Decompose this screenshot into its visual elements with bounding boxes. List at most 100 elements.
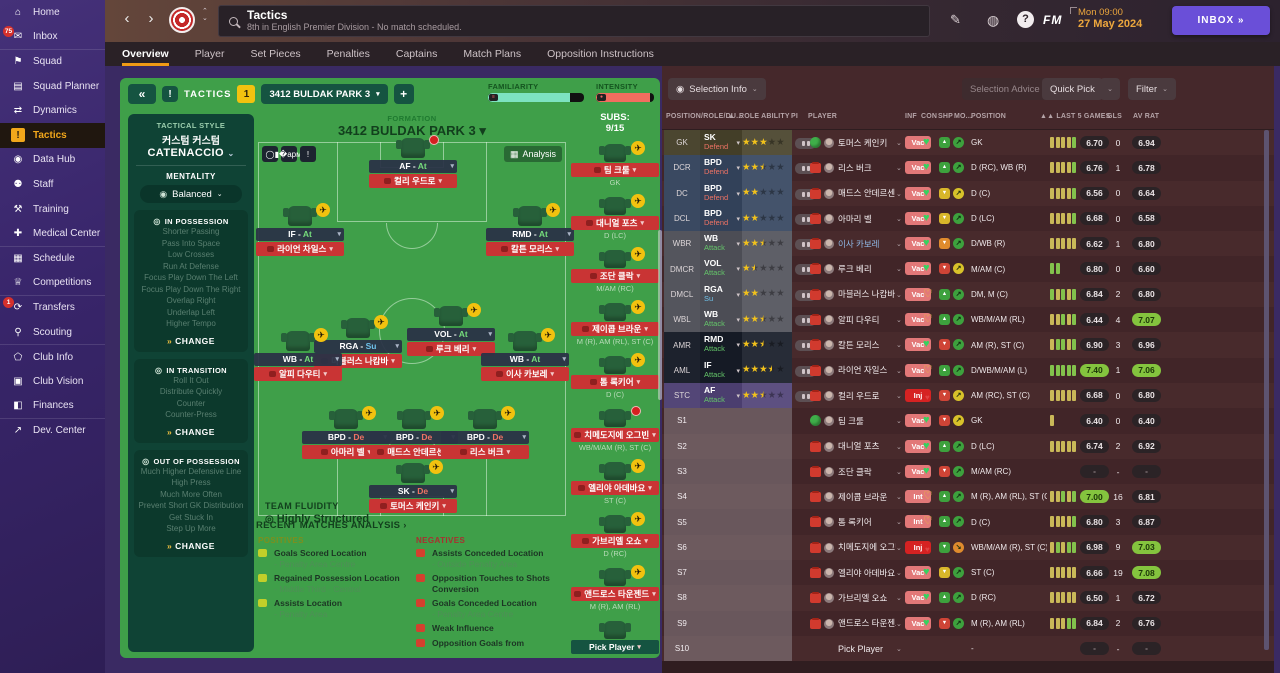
- table-row[interactable]: DMCL RGA Su ▾ ★ ★ ★ ★ ★ 마블러스 나캄바 ⌄ Vac ♡ ▲ ↗ DM, M (C) 6…: [662, 281, 1274, 308]
- sidebar-item-transfers[interactable]: ⟳ Transfers 1: [0, 295, 105, 320]
- nav-back-icon[interactable]: ‹: [124, 10, 130, 27]
- player-name[interactable]: 루크 베리: [838, 264, 872, 275]
- help-icon[interactable]: ?: [1017, 11, 1034, 28]
- sub-slot-4[interactable]: ✈ 제이콥 브라운 ▾ M (R), AM (RL), ST (C): [571, 300, 659, 346]
- table-row[interactable]: S3 조단 클락 ⌄ Vac ♥ ▼ ↗ M/AM (RC) - - -: [662, 458, 1274, 485]
- player-name-plate[interactable]: 앤드로스 타운젠드 ▾: [571, 587, 659, 601]
- inbox-button[interactable]: INBOX »: [1172, 6, 1270, 35]
- player-name[interactable]: 토머스 케인키: [838, 137, 888, 148]
- pitch-player-sk[interactable]: ✈ SK - De ▾ 토머스 케인키 ▾: [369, 460, 457, 513]
- chevron-down-icon[interactable]: ⌄: [896, 443, 902, 451]
- player-name[interactable]: 조단 클락: [838, 466, 872, 477]
- player-name-plate[interactable]: 톰 록키어 ▾: [571, 375, 659, 389]
- tab-penalties[interactable]: Penalties: [326, 48, 370, 60]
- table-row[interactable]: WBL WB Attack ▾ ★ ★ ★ ★ ★ 알피 다우티 ⌄ Vac ♡ ▲ ↗ WB/M/AM (R…: [662, 307, 1274, 333]
- world-icon[interactable]: ◍: [987, 12, 1000, 28]
- column-header[interactable]: MO...: [954, 113, 973, 120]
- table-row[interactable]: AML IF Attack ▾ ★ ★ ★ ★ ★ 라이언 자일스 ⌄ Vac ♡ ▲ ↗ D/WB/M/AM…: [662, 357, 1274, 383]
- alerts-icon[interactable]: !: [300, 146, 316, 162]
- chevron-down-icon[interactable]: ⌄: [896, 165, 902, 173]
- role-dropdown[interactable]: BPD Defend ▾: [700, 180, 742, 206]
- tab-captains[interactable]: Captains: [395, 48, 438, 60]
- chevron-down-icon[interactable]: ⌄: [896, 570, 902, 578]
- player-instructions-icon[interactable]: [795, 390, 816, 402]
- player-name-plate[interactable]: 조단 클락 ▾: [571, 269, 659, 283]
- player-name-plate[interactable]: 컬리 우드로 ▾: [369, 174, 457, 188]
- tactical-style-dropdown[interactable]: CATENACCIO ⌄: [147, 147, 235, 159]
- role-dropdown[interactable]: SK - De ▾: [369, 485, 457, 498]
- player-name-plate[interactable]: 알피 다우티 ▾: [254, 367, 342, 381]
- subs-scrollbar[interactable]: [658, 230, 662, 400]
- chevron-down-icon[interactable]: ⌄: [896, 317, 902, 325]
- sub-slot-9[interactable]: ✈ 앤드로스 타운젠드 ▾ M (R), AM (RL): [571, 565, 659, 611]
- chevron-down-icon[interactable]: ⌄: [896, 645, 902, 653]
- column-header[interactable]: PI: [791, 113, 799, 120]
- player-name-plate[interactable]: 칼튼 모리스 ▾: [486, 242, 574, 256]
- column-header[interactable]: ▲: [728, 113, 736, 120]
- player-name-plate[interactable]: 팀 크룰 ▾: [571, 163, 659, 177]
- chevron-down-icon[interactable]: ⌄: [896, 291, 902, 299]
- chevron-down-icon[interactable]: ⌄: [896, 342, 902, 350]
- role-dropdown[interactable]: WB Attack ▾: [700, 231, 742, 257]
- formation-dropdown[interactable]: 3412 BULDAK PARK 3 ▾: [338, 123, 486, 138]
- player-name[interactable]: 앤드로스 타운젠드: [838, 618, 896, 629]
- chevron-down-icon[interactable]: ⌄: [896, 620, 902, 628]
- column-header[interactable]: POSITION/ROLE/DU...: [666, 113, 743, 120]
- sidebar-item-staff[interactable]: ⚉ Staff: [0, 172, 105, 197]
- change-button[interactable]: » CHANGE: [167, 335, 215, 346]
- pitch-player-bpd[interactable]: ✈BPD - De▾매드스 안데르센▾: [370, 406, 458, 459]
- player-instructions-icon[interactable]: [795, 289, 816, 301]
- column-header[interactable]: ▲▲ LAST 5 GAMES: [1040, 113, 1111, 120]
- table-row[interactable]: DC BPD Defend ▾ ★ ★ ★ ★ ★ 매드스 안데르센 ⌄ Vac ♥ ▼ ↗ D (C) 6.5…: [662, 180, 1274, 206]
- player-name-plate[interactable]: 가브리엘 오쇼 ▾: [571, 534, 659, 548]
- pitch-player-wb[interactable]: ✈ WB - At ▾ 알피 다우티 ▾: [254, 328, 342, 381]
- player-name[interactable]: 제이콥 브라운: [838, 491, 888, 502]
- role-dropdown[interactable]: AF - At ▾: [369, 160, 457, 173]
- sidebar-item-training[interactable]: ⚒ Training: [0, 197, 105, 222]
- player-name-plate[interactable]: 라이언 차일스 ▾: [256, 242, 344, 256]
- chevron-down-icon[interactable]: ⌄: [896, 468, 902, 476]
- player-name-plate[interactable]: 엘리야 아데바요 ▾: [571, 481, 659, 495]
- change-button[interactable]: » CHANGE: [167, 426, 215, 437]
- column-header[interactable]: POSITION: [971, 113, 1007, 120]
- table-row[interactable]: WBR WB Attack ▾ ★ ★ ★ ★ ★ 이사 카보레 ⌄ Vac ♥ ▼ ↗ D/WB (R) 6.…: [662, 231, 1274, 257]
- sidebar-item-medical-center[interactable]: ✚ Medical Center: [0, 221, 105, 246]
- pick-player-dropdown[interactable]: Pick Player: [838, 643, 884, 654]
- player-instructions-icon[interactable]: [795, 138, 816, 149]
- player-name[interactable]: 매드스 안데르센: [838, 188, 896, 199]
- table-row[interactable]: S10 Pick Player ⌄ - - - -: [662, 635, 1274, 662]
- pitch-player-vol[interactable]: ✈ VOL - At ▾ 루크 베리 ▾: [407, 303, 495, 356]
- selection-advice-button[interactable]: Selection Advice: [962, 78, 1048, 100]
- edit-icon[interactable]: ✎: [950, 12, 961, 27]
- role-dropdown[interactable]: VOL - At ▾: [407, 328, 495, 341]
- role-dropdown[interactable]: RGA Su ▾: [700, 281, 742, 308]
- sidebar-item-squad-planner[interactable]: ▤ Squad Planner: [0, 74, 105, 99]
- table-row[interactable]: S4 제이콥 브라운 ⌄ Int ♡ ▲ ↗ M (R), AM (RL), ST (C) 7.…: [662, 484, 1274, 510]
- sidebar-item-inbox[interactable]: ✉ Inbox 75: [0, 25, 105, 50]
- tab-player[interactable]: Player: [194, 48, 225, 60]
- sidebar-item-competitions[interactable]: ♕ Competitions: [0, 271, 105, 296]
- chevron-down-icon[interactable]: ⌄: [896, 241, 902, 249]
- table-row[interactable]: S2 대니얼 포츠 ⌄ Vac ♥ ▲ ↗ D (LC) 6.74 2 6.92: [662, 433, 1274, 459]
- chevron-down-icon[interactable]: ⌄: [896, 595, 902, 603]
- player-name-plate[interactable]: 리스 버크 ▾: [441, 445, 529, 459]
- chevron-down-icon[interactable]: ⌄: [896, 418, 902, 426]
- player-instructions-icon[interactable]: [795, 188, 816, 200]
- sub-slot-5[interactable]: ✈ 톰 록키어 ▾ D (C): [571, 353, 659, 399]
- role-dropdown[interactable]: WB - At ▾: [481, 353, 569, 366]
- sidebar-item-scouting[interactable]: ⚲ Scouting: [0, 320, 105, 345]
- tab-set-pieces[interactable]: Set Pieces: [250, 48, 301, 60]
- player-name-plate[interactable]: 대니얼 포츠 ▾: [571, 216, 659, 230]
- player-name[interactable]: 마블러스 나캄바: [838, 289, 896, 300]
- player-instructions-icon[interactable]: [795, 239, 816, 251]
- chevron-down-icon[interactable]: ⌄: [896, 494, 902, 502]
- role-dropdown[interactable]: BPD Defend ▾: [700, 205, 742, 232]
- player-instructions-icon[interactable]: [795, 163, 816, 175]
- table-row[interactable]: S6 치메도지에 오그빈⌄Inj♥ ▼↘ WB/M/AM (R), ST (C) 6.9…: [662, 534, 1274, 561]
- player-name[interactable]: 대니얼 포츠: [838, 441, 880, 452]
- role-dropdown[interactable]: RMD - At ▾: [486, 228, 574, 241]
- role-dropdown[interactable]: IF - At ▾: [256, 228, 344, 241]
- mentality-dropdown[interactable]: ◉ Balanced ⌄: [140, 185, 242, 203]
- sub-slot-3[interactable]: ✈ 조단 클락 ▾ M/AM (RC): [571, 247, 659, 293]
- player-name[interactable]: 라이언 자일스: [838, 365, 888, 376]
